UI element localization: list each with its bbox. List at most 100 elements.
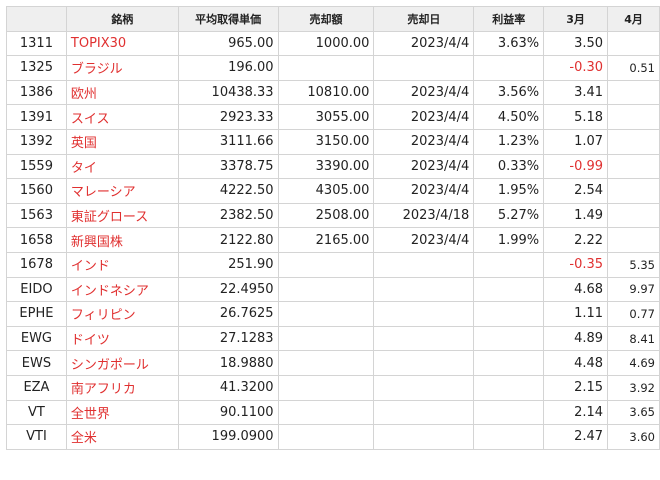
cell-sale-date [373,325,475,352]
cell-april: 3.65 [607,399,660,426]
cell-profit-rate: 5.27% [473,202,545,229]
cell-profit-rate [473,276,545,303]
holdings-table: 銘柄 平均取得単価 売却額 売却日 利益率 3月 4月 1311 TOPIX30 9… [6,6,660,450]
table-row: 1658 新興国株 2122.80 2165.00 2023/4/4 1.99% 2.22 [6,227,660,253]
header-avg-price: 平均取得単価 [177,6,279,32]
cell-profit-rate [473,55,545,81]
cell-code: 1386 [6,79,67,106]
cell-sale-amount [277,399,375,426]
cell-avg-price: 90.1100 [177,399,279,426]
cell-profit-rate: 1.99% [473,227,545,253]
cell-name: 欧州 [65,79,179,106]
holdings-table-wrapper: 銘柄 平均取得単価 売却額 売却日 利益率 3月 4月 1311 TOPIX30 9… [6,6,660,450]
table-row: 1678 インド 251.90 -0.35 5.35 [6,251,660,278]
cell-profit-rate [473,301,545,327]
cell-code: 1678 [6,251,67,278]
cell-march: 2.15 [543,374,609,401]
cell-avg-price: 3378.75 [177,153,279,180]
cell-avg-price: 10438.33 [177,79,279,106]
cell-march: 4.89 [543,325,609,352]
cell-sale-date [373,399,475,426]
cell-avg-price: 196.00 [177,55,279,81]
cell-code: EWG [6,325,67,352]
cell-code: 1559 [6,153,67,180]
cell-name: 英国 [65,128,179,155]
cell-april: 5.35 [607,251,660,278]
cell-name: ブラジル [65,55,179,81]
cell-sale-amount [277,325,375,352]
cell-sale-amount [277,55,375,81]
cell-name: 全世界 [65,399,179,426]
cell-sale-amount: 10810.00 [277,79,375,106]
cell-march: 2.47 [543,424,609,450]
cell-april [607,153,660,180]
cell-sale-amount: 1000.00 [277,30,375,57]
cell-avg-price: 3111.66 [177,128,279,155]
cell-april: 4.69 [607,350,660,376]
cell-profit-rate: 1.23% [473,128,545,155]
cell-name: 新興国株 [65,227,179,253]
cell-name: フィリピン [65,301,179,327]
cell-sale-date: 2023/4/4 [373,227,475,253]
cell-sale-date [373,350,475,376]
cell-code: 1658 [6,227,67,253]
cell-profit-rate: 3.56% [473,79,545,106]
cell-avg-price: 18.9880 [177,350,279,376]
cell-march: 1.07 [543,128,609,155]
cell-sale-amount: 2508.00 [277,202,375,229]
cell-april [607,128,660,155]
cell-code: EWS [6,350,67,376]
cell-profit-rate: 3.63% [473,30,545,57]
cell-sale-amount: 3390.00 [277,153,375,180]
cell-avg-price: 41.3200 [177,374,279,401]
table-row: 1563 東証グロース 2382.50 2508.00 2023/4/18 5.27% 1.… [6,202,660,229]
cell-name: TOPIX30 [65,30,179,57]
cell-name: マレーシア [65,178,179,204]
cell-sale-amount [277,276,375,303]
cell-sale-date [373,301,475,327]
cell-march: 2.54 [543,178,609,204]
cell-april: 0.51 [607,55,660,81]
cell-march: 1.49 [543,202,609,229]
cell-march: 5.18 [543,104,609,130]
cell-code: 1560 [6,178,67,204]
cell-march: 3.41 [543,79,609,106]
cell-avg-price: 22.4950 [177,276,279,303]
cell-april: 3.60 [607,424,660,450]
cell-profit-rate: 0.33% [473,153,545,180]
cell-code: VT [6,399,67,426]
cell-avg-price: 2382.50 [177,202,279,229]
cell-code: EZA [6,374,67,401]
cell-april [607,30,660,57]
cell-sale-amount: 3150.00 [277,128,375,155]
cell-sale-amount: 3055.00 [277,104,375,130]
table-row: 1392 英国 3111.66 3150.00 2023/4/4 1.23% 1.07 [6,128,660,155]
cell-name: スイス [65,104,179,130]
cell-april [607,104,660,130]
cell-march: 3.50 [543,30,609,57]
table-row: 1311 TOPIX30 965.00 1000.00 2023/4/4 3.63% 3.5… [6,30,660,57]
table-row: EIDO インドネシア 22.4950 4.68 9.97 [6,276,660,303]
cell-sale-amount [277,374,375,401]
cell-april [607,227,660,253]
header-profit-rate: 利益率 [473,6,545,32]
cell-sale-amount [277,424,375,450]
cell-code: 1563 [6,202,67,229]
cell-code: VTI [6,424,67,450]
cell-sale-date: 2023/4/4 [373,104,475,130]
cell-name: ドイツ [65,325,179,352]
table-row: EWG ドイツ 27.1283 4.89 8.41 [6,325,660,352]
cell-sale-date [373,374,475,401]
cell-avg-price: 2923.33 [177,104,279,130]
cell-name: インド [65,251,179,278]
cell-profit-rate [473,251,545,278]
table-row: VT 全世界 90.1100 2.14 3.65 [6,399,660,426]
cell-avg-price: 965.00 [177,30,279,57]
cell-code: 1391 [6,104,67,130]
cell-sale-date: 2023/4/4 [373,153,475,180]
cell-sale-date: 2023/4/4 [373,30,475,57]
cell-avg-price: 27.1283 [177,325,279,352]
cell-sale-date [373,251,475,278]
table-row: EPHE フィリピン 26.7625 1.11 0.77 [6,301,660,327]
cell-sale-amount: 4305.00 [277,178,375,204]
